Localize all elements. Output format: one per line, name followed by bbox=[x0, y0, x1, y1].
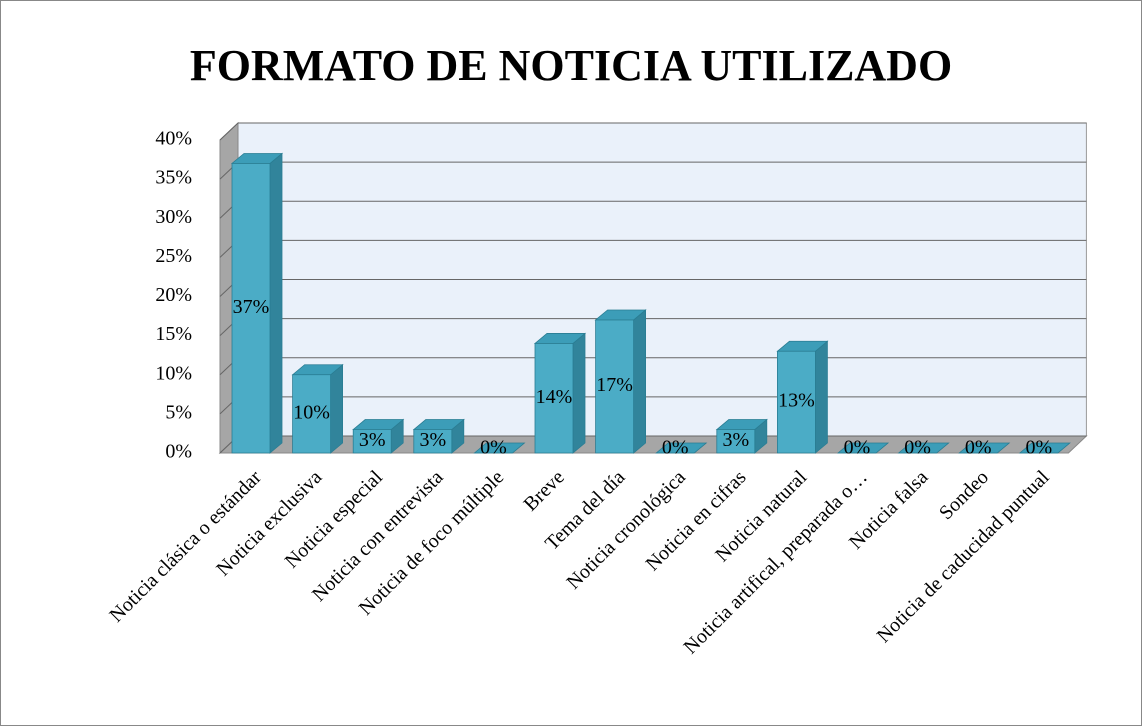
y-tick-label: 5% bbox=[165, 401, 192, 423]
bar-face bbox=[716, 429, 756, 454]
bar-face bbox=[292, 374, 332, 454]
bar-face bbox=[572, 332, 586, 454]
bar bbox=[230, 152, 284, 454]
y-tick-label: 0% bbox=[165, 441, 192, 463]
bar bbox=[655, 442, 708, 454]
bar bbox=[412, 418, 465, 454]
value-label: 0% bbox=[904, 437, 931, 459]
bar bbox=[594, 309, 647, 454]
y-tick-label: 30% bbox=[155, 206, 192, 228]
floor bbox=[218, 435, 1088, 454]
value-label: 3% bbox=[419, 429, 446, 451]
value-label: 10% bbox=[293, 401, 330, 423]
bar bbox=[473, 442, 526, 454]
value-label: 3% bbox=[359, 429, 386, 451]
bar bbox=[291, 363, 344, 454]
y-tick-label: 35% bbox=[155, 167, 192, 189]
bar bbox=[958, 442, 1011, 454]
bar-face bbox=[777, 350, 816, 454]
value-label: 13% bbox=[778, 390, 815, 412]
bar-face bbox=[815, 340, 828, 454]
bar bbox=[836, 442, 890, 454]
bar-face bbox=[413, 429, 453, 454]
value-label: 17% bbox=[596, 374, 633, 396]
bar-face bbox=[534, 343, 574, 454]
bar-face bbox=[269, 152, 283, 454]
value-label: 0% bbox=[965, 437, 992, 459]
y-tick-label: 40% bbox=[155, 128, 192, 150]
y-tick-label: 15% bbox=[155, 323, 192, 345]
bar-face bbox=[330, 363, 344, 454]
value-label: 3% bbox=[722, 429, 749, 451]
bar bbox=[352, 418, 405, 454]
chart-title: FORMATO DE NOTICIA UTILIZADO bbox=[190, 41, 952, 90]
value-label: 14% bbox=[536, 386, 573, 408]
bar bbox=[897, 442, 950, 454]
value-label: 0% bbox=[480, 437, 507, 459]
bar-face bbox=[231, 163, 271, 454]
value-label: 0% bbox=[844, 437, 871, 459]
bar bbox=[533, 332, 587, 454]
value-label: 0% bbox=[662, 437, 689, 459]
value-label: 0% bbox=[1025, 437, 1052, 459]
bar bbox=[1018, 442, 1071, 454]
y-tick-label: 20% bbox=[155, 284, 192, 306]
grid-line bbox=[219, 122, 1087, 141]
bar bbox=[715, 418, 768, 454]
y-tick-label: 25% bbox=[155, 245, 192, 267]
bar-face bbox=[595, 319, 634, 454]
value-label: 37% bbox=[233, 296, 270, 318]
bar bbox=[776, 340, 829, 454]
bar-face bbox=[352, 429, 392, 454]
y-tick-label: 10% bbox=[155, 362, 192, 384]
bar-face bbox=[633, 309, 646, 454]
